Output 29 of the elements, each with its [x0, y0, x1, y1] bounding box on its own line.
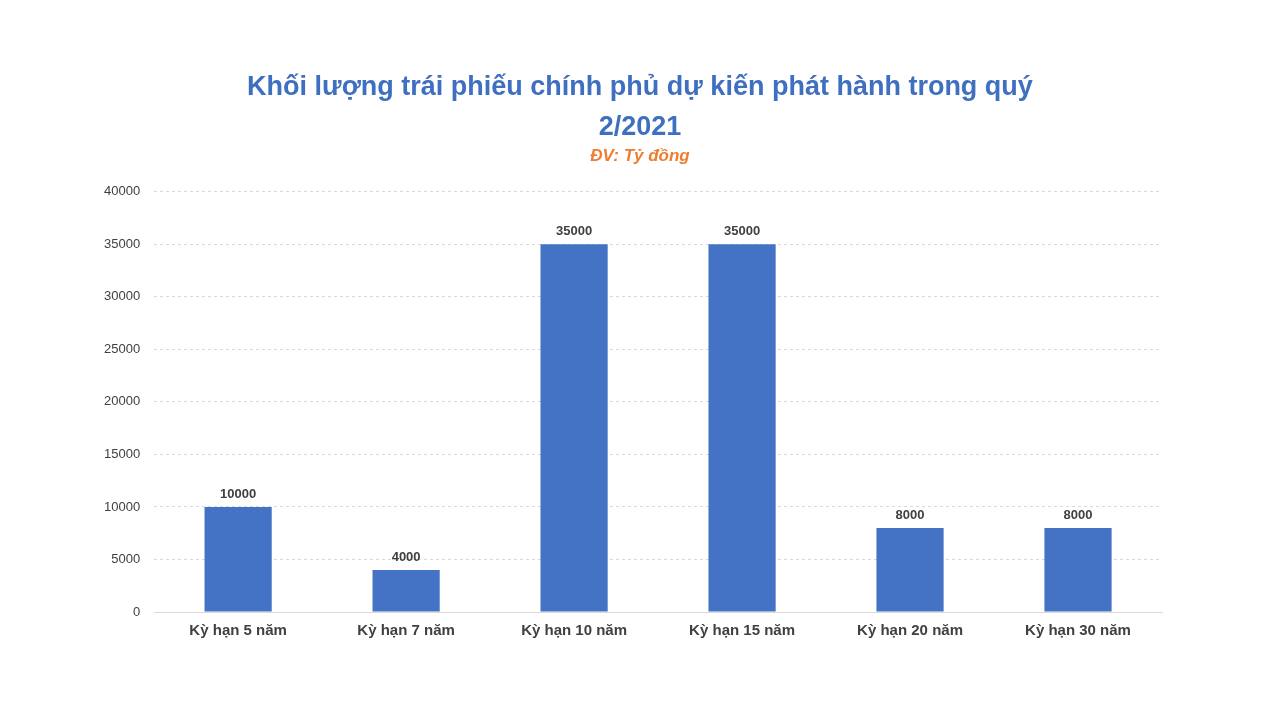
- y-tick-label: 30000: [103, 288, 141, 304]
- bar: [540, 244, 608, 612]
- x-tick-label: Kỳ hạn 15 năm: [689, 621, 795, 639]
- y-tick-label: 25000: [103, 340, 141, 356]
- bar: [876, 527, 944, 612]
- data-label: 10000: [220, 486, 257, 502]
- y-tick-label: 10000: [103, 498, 141, 514]
- data-label: 4000: [391, 549, 421, 565]
- y-tick-label: 35000: [103, 235, 141, 251]
- y-tick-label: 5000: [111, 551, 141, 567]
- data-label: 35000: [556, 223, 593, 239]
- x-tick-label: Kỳ hạn 30 năm: [1025, 621, 1131, 639]
- x-tick-label: Kỳ hạn 10 năm: [521, 621, 628, 639]
- chart-subtitle: ĐV: Tỷ đồng: [589, 146, 691, 166]
- x-tick-label: Kỳ hạn 7 năm: [357, 621, 455, 639]
- y-tick-label: 0: [132, 603, 141, 619]
- x-tick-label: Kỳ hạn 5 năm: [189, 621, 287, 639]
- chart-title: Khối lượng trái phiếu chính phủ dự kiến phát hành trong quý 2/2021: [246, 70, 1034, 143]
- bar: [204, 506, 272, 612]
- data-label: 8000: [895, 507, 925, 523]
- data-label: 35000: [723, 223, 761, 239]
- bar: [372, 569, 440, 612]
- bar: [1044, 527, 1112, 612]
- x-tick-label: Kỳ hạn 20 năm: [857, 621, 963, 639]
- y-tick-label: 15000: [103, 446, 141, 461]
- bar: [708, 244, 776, 612]
- y-tick-label: 40000: [103, 183, 141, 199]
- data-label: 8000: [1063, 507, 1093, 523]
- y-tick-label: 20000: [103, 393, 141, 409]
